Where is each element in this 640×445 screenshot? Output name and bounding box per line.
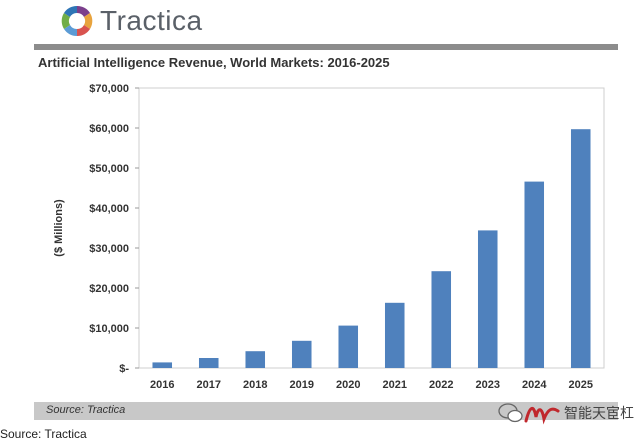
x-tick-label: 2022	[429, 379, 453, 391]
chart-title: Artificial Intelligence Revenue, World M…	[38, 55, 390, 70]
bar-2016	[152, 362, 173, 368]
y-tick-label: $-	[119, 363, 129, 375]
y-tick-label: $60,000	[89, 123, 129, 135]
x-tick-label: 2024	[522, 379, 547, 391]
tractica-logo-icon	[61, 5, 93, 37]
y-tick-label: $10,000	[89, 323, 129, 335]
logo-brand-text: Tractica	[100, 5, 203, 36]
tractica-logo: Tractica	[60, 4, 203, 38]
red-brush-mark-icon	[524, 407, 560, 425]
x-tick-label: 2025	[569, 379, 593, 391]
bar-2024	[524, 181, 545, 368]
y-tick-label: $40,000	[89, 203, 129, 215]
bar-2025	[570, 129, 591, 368]
x-tick-label: 2020	[336, 379, 360, 391]
bar-2020	[338, 325, 359, 368]
x-tick-label: 2016	[150, 379, 174, 391]
bar-2023	[477, 230, 498, 368]
y-axis-label: ($ Millions)	[53, 199, 65, 257]
footer-source-text: Source: Tractica	[0, 427, 87, 441]
bar-2017	[198, 358, 219, 368]
bar-2021	[384, 302, 405, 368]
source-band: Source: Tractica	[34, 402, 618, 420]
bar-2022	[431, 271, 452, 368]
watermark: 智能天宦杠	[498, 398, 634, 428]
x-tick-label: 2019	[290, 379, 314, 391]
x-tick-label: 2021	[383, 379, 407, 391]
y-tick-label: $30,000	[89, 243, 129, 255]
watermark-text: 智能天宦杠	[564, 406, 634, 422]
y-tick-label: $50,000	[89, 163, 129, 175]
x-tick-label: 2017	[197, 379, 221, 391]
x-tick-label: 2023	[476, 379, 500, 391]
y-tick-label: $20,000	[89, 283, 129, 295]
wechat-icon	[498, 403, 523, 423]
y-tick-label: $70,000	[89, 83, 129, 95]
bar-2019	[291, 340, 312, 368]
x-tick-label: 2018	[243, 379, 267, 391]
revenue-bar-chart: $- $10,000 $20,000 $30,000 $40,000 $50,000 $60…	[53, 83, 605, 391]
bar-2018	[245, 351, 266, 368]
header-divider-bar	[34, 44, 618, 50]
source-band-text: Source: Tractica	[46, 404, 126, 416]
